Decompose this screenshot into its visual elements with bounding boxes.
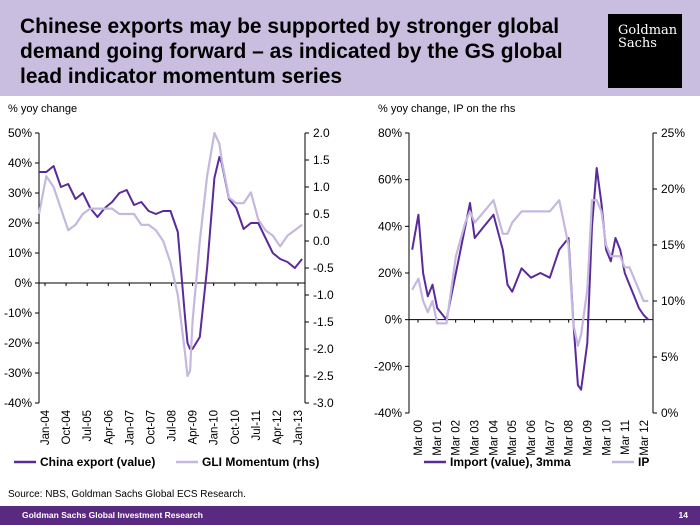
x-tick-label: Mar 07 — [545, 420, 557, 456]
x-tick-label: Mar 08 — [564, 420, 576, 456]
x-tick-label: Mar 05 — [507, 420, 519, 456]
y-tick-label: 20% — [8, 216, 32, 230]
series-line-2 — [411, 199, 649, 347]
y-tick-label: 40% — [8, 156, 32, 170]
logo-line-2: Sachs — [618, 36, 657, 51]
x-tick-label: Mar 02 — [451, 420, 463, 456]
x-tick-label: Mar 03 — [470, 420, 482, 456]
y2-tick-label: 25% — [661, 126, 685, 140]
slide-title: Chinese exports may be supported by stro… — [20, 15, 563, 88]
goldman-sachs-logo: Goldman Sachs — [608, 14, 682, 88]
y2-tick-label: 10% — [661, 294, 685, 308]
legend-label: Import (value), 3mma — [450, 455, 571, 469]
y2-tick-label: 0.5 — [313, 207, 330, 221]
y-tick-label: -20% — [4, 336, 32, 350]
x-tick-label: Mar 09 — [583, 420, 595, 456]
y2-tick-label: 5% — [661, 350, 679, 364]
y2-tick-label: 1.5 — [313, 153, 330, 167]
page-number: 14 — [678, 510, 688, 520]
x-tick-label: Mar 04 — [488, 419, 500, 455]
y-tick-label: 60% — [378, 173, 402, 187]
y2-tick-label: 0% — [661, 406, 679, 420]
y-tick-label: 10% — [8, 246, 32, 260]
y2-tick-label: 2.0 — [313, 126, 330, 140]
x-tick-label: Oct-07 — [145, 410, 157, 445]
x-tick-label: Mar 06 — [526, 420, 538, 456]
x-tick-label: Jul-05 — [82, 410, 94, 441]
y-tick-label: -40% — [374, 406, 402, 420]
legend-label: China export (value) — [40, 455, 155, 469]
y2-tick-label: -2.5 — [313, 369, 334, 383]
x-tick-label: Oct-10 — [230, 410, 242, 445]
y2-tick-label: -2.0 — [313, 342, 334, 356]
y-tick-label: -20% — [374, 359, 402, 373]
y2-tick-label: -1.0 — [313, 288, 334, 302]
slide-header: Chinese exports may be supported by stro… — [0, 0, 700, 96]
series-line-1 — [39, 156, 303, 350]
y2-tick-label: 0.0 — [313, 234, 330, 248]
x-tick-label: Mar 10 — [601, 420, 613, 456]
footer-text: Goldman Sachs Global Investment Research — [22, 510, 203, 520]
series-line-2 — [37, 131, 303, 378]
source-note: Source: NBS, Goldman Sachs Global ECS Re… — [8, 489, 246, 500]
x-tick-label: Mar 11 — [620, 420, 632, 455]
y2-tick-label: 20% — [661, 182, 685, 196]
y-tick-label: 80% — [378, 126, 402, 140]
x-tick-label: Jan-13 — [293, 410, 305, 445]
y-tick-label: 0% — [15, 276, 33, 290]
y-axis-label: % yoy change — [8, 103, 77, 115]
y-tick-label: 50% — [8, 126, 32, 140]
x-tick-label: Jan-07 — [124, 410, 136, 445]
x-tick-label: Mar 00 — [413, 420, 425, 456]
x-tick-label: Jul-08 — [167, 410, 179, 441]
y-tick-label: 20% — [378, 266, 402, 280]
y2-tick-label: 15% — [661, 238, 685, 252]
y-tick-label: 40% — [378, 219, 402, 233]
x-tick-label: Oct-04 — [61, 409, 73, 444]
x-tick-label: Jul-11 — [251, 410, 263, 440]
x-tick-label: Apr-12 — [272, 410, 284, 445]
x-tick-label: Apr-09 — [188, 410, 200, 445]
y-tick-label: -40% — [4, 396, 32, 410]
y-tick-label: -30% — [4, 366, 32, 380]
x-tick-label: Mar 01 — [432, 420, 444, 456]
y-axis-label: % yoy change, IP on the rhs — [378, 103, 516, 115]
y-tick-label: 0% — [385, 313, 403, 327]
y2-tick-label: -1.5 — [313, 315, 334, 329]
y-tick-label: 30% — [8, 186, 32, 200]
y2-tick-label: -0.5 — [313, 261, 334, 275]
logo-line-1: Goldman — [618, 23, 678, 38]
y2-tick-label: -3.0 — [313, 396, 334, 410]
chart-left: % yoy change 50% 40% 30% 20% 10% 0% -10% -20% -30… — [4, 103, 334, 469]
legend-label: GLI Momentum (rhs) — [202, 455, 319, 469]
y2-tick-label: 1.0 — [313, 180, 330, 194]
legend-label: IP — [638, 455, 649, 469]
series-line-1 — [411, 167, 650, 391]
x-tick-label: Jan-04 — [40, 409, 52, 445]
y-tick-label: -10% — [4, 306, 32, 320]
x-tick-label: Mar 12 — [639, 420, 651, 456]
slide-footer: Goldman Sachs Global Investment Research… — [0, 506, 700, 525]
x-tick-label: Apr-06 — [103, 410, 115, 445]
chart-right: % yoy change, IP on the rhs 80% 60% 40% 20% 0… — [374, 103, 685, 469]
x-tick-label: Jan-10 — [209, 410, 221, 445]
